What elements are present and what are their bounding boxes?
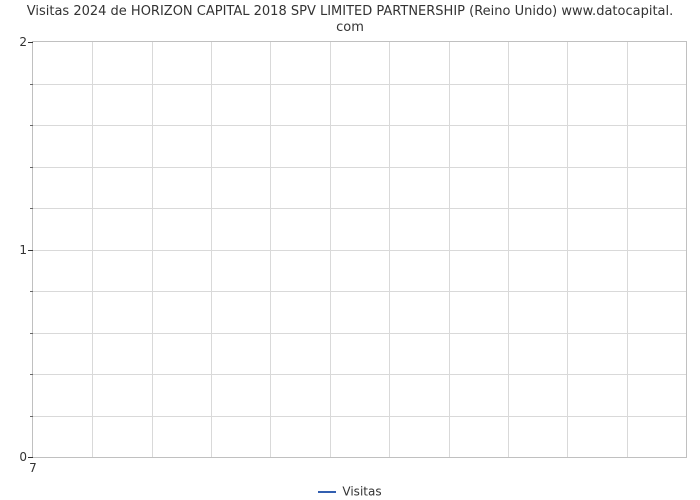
y-axis-minor-tick: [30, 208, 33, 209]
chart-title-line1: Visitas 2024 de HORIZON CAPITAL 2018 SPV…: [27, 4, 674, 19]
gridline-horizontal: [33, 333, 686, 334]
y-axis-tick-mark: [28, 250, 33, 251]
chart-container: Visitas 2024 de HORIZON CAPITAL 2018 SPV…: [0, 0, 700, 500]
gridline-horizontal: [33, 374, 686, 375]
gridline-horizontal: [33, 250, 686, 251]
gridline-horizontal: [33, 167, 686, 168]
y-axis-tick-mark: [28, 42, 33, 43]
legend-swatch: [318, 491, 336, 493]
y-axis-minor-tick: [30, 333, 33, 334]
y-axis-minor-tick: [30, 84, 33, 85]
gridline-horizontal: [33, 125, 686, 126]
legend: Visitas: [0, 484, 700, 499]
gridline-horizontal: [33, 416, 686, 417]
x-axis-tick-label: 7: [29, 461, 37, 475]
y-axis-tick-label: 1: [19, 243, 27, 257]
y-axis-minor-tick: [30, 374, 33, 375]
plot-area: 0127: [32, 41, 687, 458]
y-axis-minor-tick: [30, 125, 33, 126]
y-axis-minor-tick: [30, 416, 33, 417]
y-axis-tick-label: 0: [19, 450, 27, 464]
legend-label: Visitas: [342, 485, 381, 499]
gridline-horizontal: [33, 208, 686, 209]
chart-title-line2: com: [336, 20, 364, 35]
y-axis-tick-mark: [28, 457, 33, 458]
y-axis-minor-tick: [30, 291, 33, 292]
gridline-horizontal: [33, 291, 686, 292]
y-axis-minor-tick: [30, 167, 33, 168]
y-axis-tick-label: 2: [19, 35, 27, 49]
gridline-horizontal: [33, 84, 686, 85]
chart-title: Visitas 2024 de HORIZON CAPITAL 2018 SPV…: [0, 4, 700, 37]
